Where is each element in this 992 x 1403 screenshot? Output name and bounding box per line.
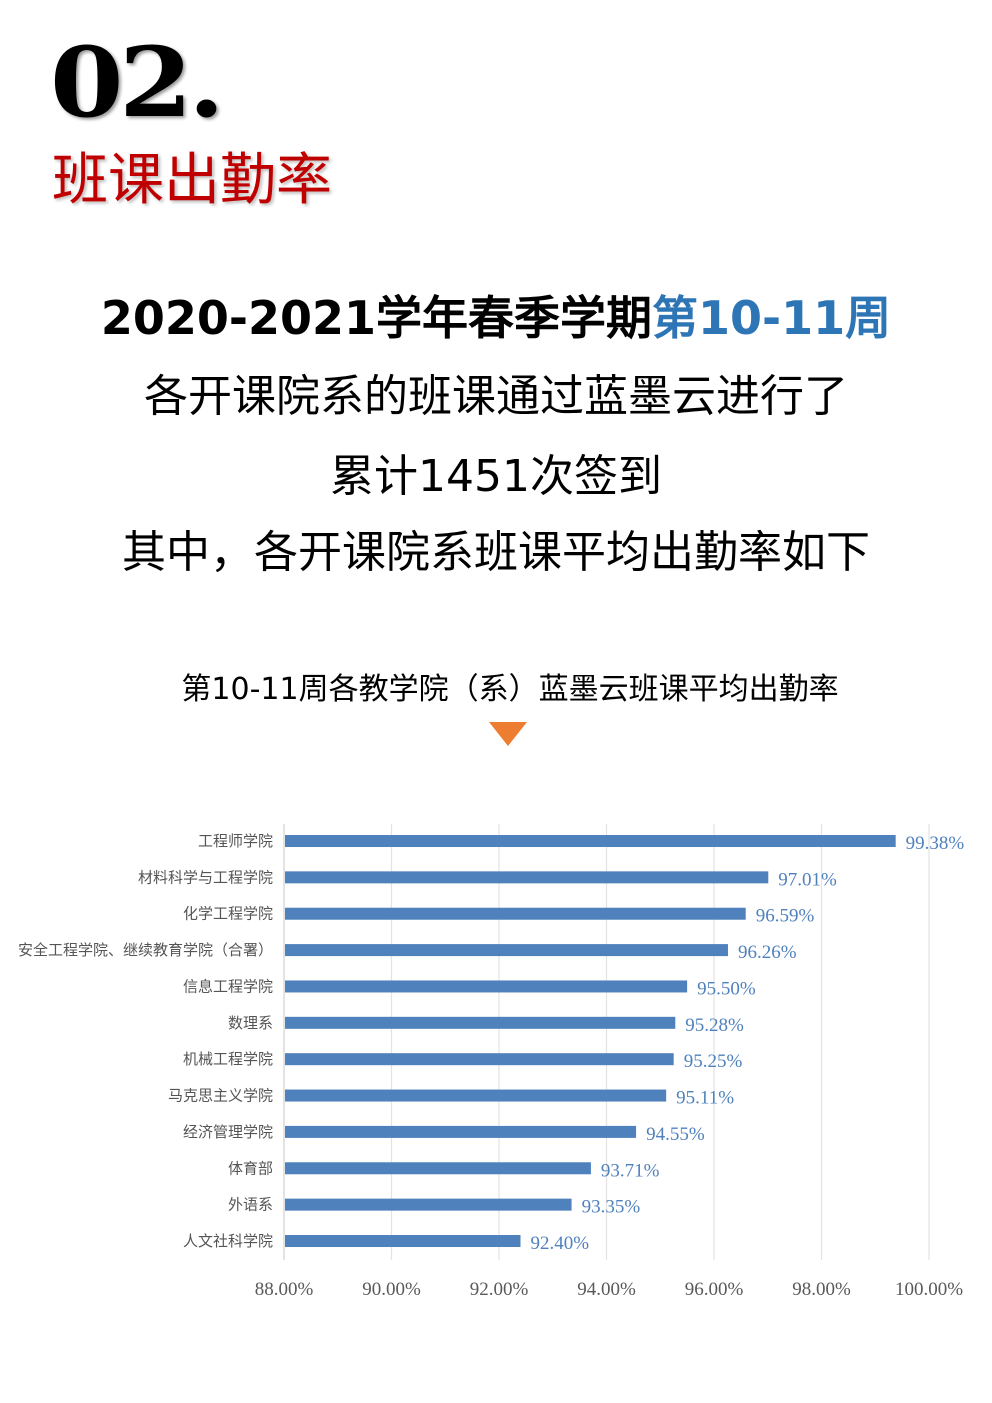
data-label: 95.25% (684, 1051, 743, 1072)
category-label: 安全工程学院、继续教育学院（合署） (18, 941, 273, 959)
data-label: 93.35% (582, 1197, 641, 1218)
category-label: 工程师学院 (198, 832, 273, 850)
category-label: 经济管理学院 (183, 1123, 273, 1141)
bar (285, 1198, 572, 1211)
intro-line-3: 累计1451次签到 (330, 451, 662, 502)
bar (285, 944, 728, 957)
data-label: 95.11% (676, 1088, 734, 1109)
data-label: 93.71% (601, 1160, 660, 1181)
bar (285, 1162, 591, 1175)
chart-title: 第10-11周各教学院（系）蓝墨云班课平均出勤率 (181, 672, 839, 707)
bar (285, 980, 688, 993)
intro-line-4: 其中，各开课院系班课平均出勤率如下 (122, 527, 870, 578)
category-label: 信息工程学院 (183, 977, 273, 995)
down-arrow-icon (489, 722, 527, 746)
category-label: 马克思主义学院 (168, 1087, 273, 1105)
data-label: 96.59% (756, 906, 815, 927)
intro-week-highlight: 第10-11周 (652, 291, 892, 345)
x-tick-label: 96.00% (685, 1279, 744, 1300)
intro-term: 2020-2021学年春季学期 (100, 291, 653, 345)
category-label: 外语系 (228, 1196, 273, 1214)
category-label: 化学工程学院 (183, 905, 273, 923)
bar (285, 871, 769, 884)
section-title: 班课出勤率 (52, 148, 332, 213)
x-tick-label: 94.00% (577, 1279, 636, 1300)
bar (285, 907, 746, 920)
category-label: 人文社科学院 (183, 1232, 273, 1250)
x-tick-label: 92.00% (470, 1279, 529, 1300)
data-label: 95.50% (697, 978, 756, 999)
data-label: 95.28% (685, 1015, 744, 1036)
x-tick-label: 100.00% (895, 1279, 963, 1300)
data-label: 94.55% (646, 1124, 705, 1145)
data-label: 99.38% (906, 833, 965, 854)
category-label: 机械工程学院 (183, 1050, 273, 1068)
bar (285, 1053, 674, 1066)
bar (285, 1089, 667, 1102)
data-label: 96.26% (738, 942, 797, 963)
section-number: 02. (50, 26, 225, 139)
intro-line-2: 各开课院系的班课通过蓝墨云进行了 (144, 371, 848, 422)
category-label: 材料科学与工程学院 (138, 868, 273, 886)
x-tick-label: 98.00% (792, 1279, 851, 1300)
bar (285, 1016, 676, 1029)
data-label: 92.40% (531, 1233, 590, 1254)
category-label: 数理系 (228, 1014, 273, 1032)
bar (285, 835, 896, 847)
bar (285, 1125, 637, 1138)
intro-line-1: 2020-2021学年春季学期第10-11周 (0, 282, 992, 348)
category-label: 体育部 (228, 1159, 273, 1177)
x-tick-label: 90.00% (362, 1279, 421, 1300)
bar (285, 1235, 521, 1247)
x-tick-label: 88.00% (255, 1279, 314, 1300)
data-label: 97.01% (778, 869, 837, 890)
